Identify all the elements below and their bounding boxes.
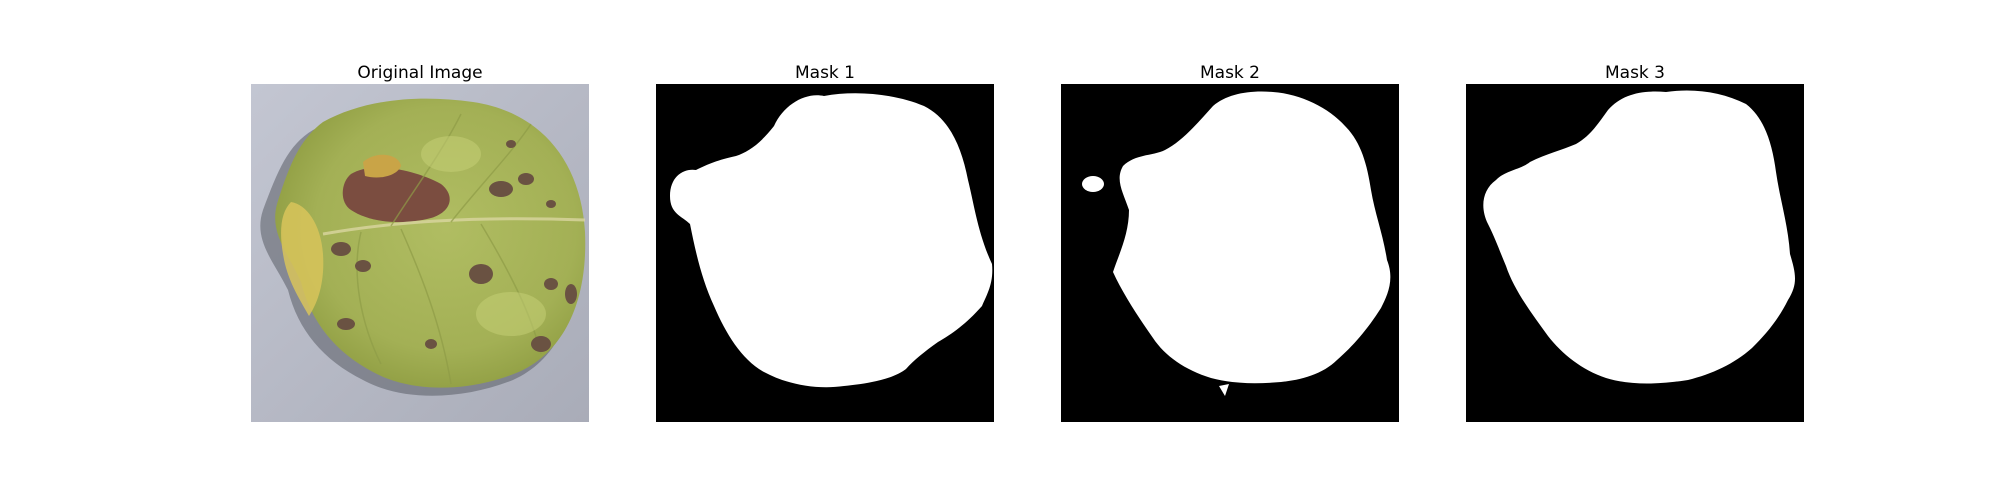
mask-2-image	[1061, 84, 1399, 422]
mask-3-title: Mask 3	[1604, 63, 1665, 83]
mask-2-panel: Mask 2	[1061, 62, 1399, 422]
mask-1-panel: Mask 1	[656, 62, 994, 422]
original-image-title: Original Image	[357, 63, 483, 83]
mask-1-title: Mask 1	[794, 63, 855, 83]
mask-1-image	[656, 84, 994, 422]
original-image-panel: Original Image	[251, 62, 589, 422]
mask-3-image	[1466, 84, 1804, 422]
mask-2-title: Mask 2	[1199, 63, 1260, 83]
mask-3-panel: Mask 3	[1466, 62, 1804, 422]
leaf-photo	[251, 84, 589, 422]
